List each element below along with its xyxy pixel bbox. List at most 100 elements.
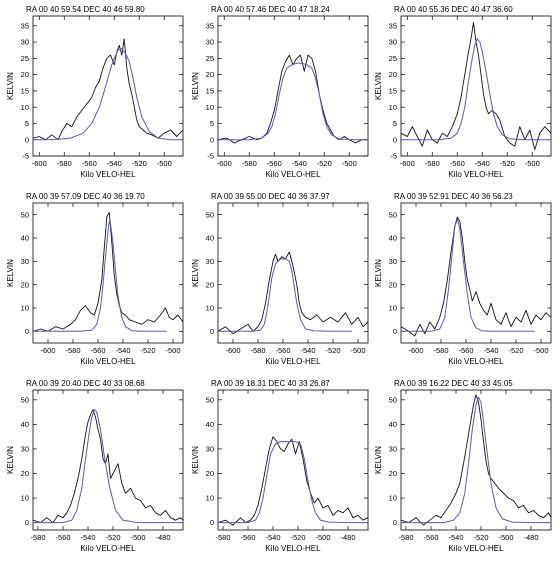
x-tick-label: -540 — [300, 346, 315, 355]
x-axis-label: Kilo VELO-HEL — [265, 357, 321, 366]
plot-frame — [400, 389, 552, 531]
y-tick-label: 10 — [389, 103, 397, 112]
y-tick-label: 30 — [21, 257, 29, 266]
observed-spectrum-line — [401, 394, 551, 526]
x-tick-label: -580 — [57, 159, 72, 168]
x-tick-label: -520 — [508, 346, 523, 355]
x-tick-label: -540 — [107, 159, 122, 168]
x-axis-label: Kilo VELO-HEL — [80, 357, 136, 366]
y-tick-label: 0 — [25, 327, 29, 336]
y-tick-label: 30 — [389, 445, 397, 454]
observed-spectrum-line — [401, 216, 551, 337]
x-tick-label: -540 — [80, 533, 95, 542]
panel-title: RA 00 39 55.00 DEC 40 36 37.97 — [211, 192, 330, 201]
y-tick-label: 20 — [206, 469, 214, 478]
chart-panel-6: RA 00 39 52.91 DEC 40 36 56.23 0 10 20 30 40 5… — [374, 192, 552, 366]
plot-frame — [217, 389, 369, 531]
observed-spectrum-line — [218, 436, 368, 526]
y-axis-label: KELVIN — [6, 259, 15, 287]
y-tick-label: 5 — [210, 119, 214, 128]
x-tick-label: -500 — [157, 159, 172, 168]
x-tick-label: -480 — [155, 533, 170, 542]
y-tick-label: 40 — [21, 420, 29, 429]
chart-panel-7: RA 00 39 20.40 DEC 40 33 08.68 0 10 20 30 40 5… — [6, 379, 184, 553]
fitted-profile-line — [401, 396, 551, 524]
x-tick-label: -600 — [400, 159, 415, 168]
y-tick-label: 10 — [389, 304, 397, 313]
panel-title: RA 00 39 18.31 DEC 40 33 26.87 — [211, 379, 330, 388]
y-tick-label: 30 — [389, 38, 397, 47]
x-tick-label: -500 — [315, 533, 330, 542]
y-tick-label: 10 — [21, 494, 29, 503]
y-axis-label: KELVIN — [191, 446, 200, 474]
y-axis-label: KELVIN — [374, 72, 383, 100]
x-tick-label: -560 — [55, 533, 70, 542]
x-tick-label: -560 — [423, 533, 438, 542]
panel-title: RA 00 40 59.54 DEC 40 46 59.80 — [26, 5, 145, 14]
x-tick-label: -500 — [533, 346, 548, 355]
x-tick-label: -580 — [398, 533, 413, 542]
y-tick-label: 50 — [389, 210, 397, 219]
x-tick-label: -500 — [498, 533, 513, 542]
y-tick-label: 0 — [393, 327, 397, 336]
y-tick-label: 20 — [21, 469, 29, 478]
x-tick-label: -580 — [250, 346, 265, 355]
x-tick-label: -480 — [523, 533, 538, 542]
x-tick-label: -520 — [500, 159, 515, 168]
y-tick-label: 15 — [389, 86, 397, 95]
y-tick-label: 10 — [206, 304, 214, 313]
x-tick-label: -500 — [165, 346, 180, 355]
y-tick-label: 25 — [389, 54, 397, 63]
x-tick-label: -580 — [215, 533, 230, 542]
chart-panel-1: RA 00 40 59.54 DEC 40 46 59.80 -5 0 5 10 15 20… — [6, 5, 184, 179]
y-tick-label: 30 — [21, 445, 29, 454]
x-tick-label: -600 — [40, 346, 55, 355]
y-tick-label: 35 — [389, 21, 397, 30]
observed-spectrum-line — [218, 54, 368, 144]
y-axis-label: KELVIN — [6, 72, 15, 100]
y-tick-label: 40 — [389, 420, 397, 429]
observed-spectrum-line — [33, 211, 183, 332]
y-tick-label: -5 — [207, 152, 214, 161]
y-tick-label: 10 — [21, 103, 29, 112]
y-tick-label: 10 — [206, 103, 214, 112]
observed-spectrum-line — [33, 409, 183, 524]
y-tick-label: 50 — [206, 395, 214, 404]
x-axis-label: Kilo VELO-HEL — [265, 544, 321, 553]
x-tick-label: -540 — [115, 346, 130, 355]
fitted-profile-line — [401, 38, 551, 141]
y-tick-label: 30 — [389, 257, 397, 266]
x-tick-label: -600 — [32, 159, 47, 168]
y-tick-label: 25 — [206, 54, 214, 63]
plot-frame — [32, 202, 184, 344]
fitted-profile-line — [218, 258, 352, 332]
x-tick-label: -600 — [217, 159, 232, 168]
x-tick-label: -580 — [65, 346, 80, 355]
x-tick-label: -500 — [525, 159, 540, 168]
panel-title: RA 00 39 57.09 DEC 40 36 19.70 — [26, 192, 145, 201]
y-tick-label: 20 — [21, 280, 29, 289]
chart-panel-5: RA 00 39 55.00 DEC 40 36 37.97 0 10 20 30 40 5… — [191, 192, 369, 366]
y-tick-label: 50 — [21, 210, 29, 219]
observed-spectrum-line — [401, 22, 551, 150]
panel-title: RA 00 40 57.46 DEC 40 47 18.24 — [211, 5, 330, 14]
x-axis-label: Kilo VELO-HEL — [80, 170, 136, 179]
x-tick-label: -560 — [450, 159, 465, 168]
y-tick-label: 50 — [21, 395, 29, 404]
x-tick-label: -540 — [475, 159, 490, 168]
x-axis-label: Kilo VELO-HEL — [80, 544, 136, 553]
x-axis-label: Kilo VELO-HEL — [448, 170, 504, 179]
x-tick-label: -500 — [130, 533, 145, 542]
fitted-profile-line — [218, 441, 368, 524]
y-axis-label: KELVIN — [6, 446, 15, 474]
x-tick-label: -600 — [225, 346, 240, 355]
x-tick-label: -500 — [342, 159, 357, 168]
x-tick-label: -520 — [105, 533, 120, 542]
chart-panel-2: RA 00 40 57.46 DEC 40 47 18.24 -5 0 5 10 15 20… — [191, 5, 369, 179]
y-tick-label: 20 — [206, 70, 214, 79]
y-tick-label: 0 — [393, 518, 397, 527]
y-axis-label: KELVIN — [191, 259, 200, 287]
x-tick-label: -520 — [132, 159, 147, 168]
y-tick-label: -5 — [22, 152, 29, 161]
